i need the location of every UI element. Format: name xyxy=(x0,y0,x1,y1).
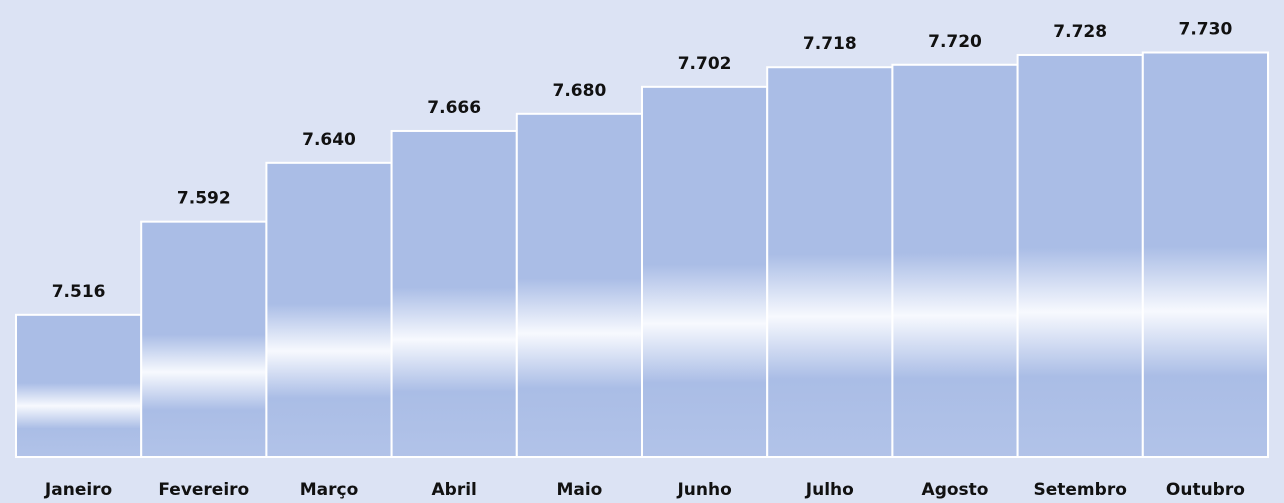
value-label: 7.680 xyxy=(553,81,607,101)
value-label: 7.728 xyxy=(1053,22,1107,42)
bar xyxy=(766,66,894,458)
value-label: 7.720 xyxy=(928,32,982,52)
bar xyxy=(390,129,518,459)
bar xyxy=(140,220,268,458)
x-tick-label: Agosto xyxy=(922,480,989,500)
x-tick-label: Abril xyxy=(432,480,477,500)
value-label: 7.666 xyxy=(427,98,481,118)
bar xyxy=(515,112,643,459)
bar xyxy=(15,313,143,458)
value-label: 7.640 xyxy=(302,130,356,150)
bar xyxy=(891,63,1019,459)
x-tick-label: Maio xyxy=(556,480,602,500)
bar xyxy=(641,85,769,458)
x-tick-label: Junho xyxy=(676,480,731,500)
x-tick-label: Julho xyxy=(805,480,854,500)
value-label: 7.702 xyxy=(678,54,732,74)
value-label: 7.718 xyxy=(803,34,857,54)
bar xyxy=(1141,51,1270,459)
x-tick-label: Outubro xyxy=(1166,480,1245,500)
value-label: 7.730 xyxy=(1179,20,1233,40)
value-label: 7.516 xyxy=(52,282,106,302)
x-tick-label: Setembro xyxy=(1034,480,1127,500)
x-tick-label: Março xyxy=(300,480,359,500)
x-tick-label: Janeiro xyxy=(44,480,112,500)
value-label: 7.592 xyxy=(177,189,231,209)
x-tick-label: Fevereiro xyxy=(158,480,249,500)
bar xyxy=(1016,53,1144,458)
bar xyxy=(265,161,393,458)
